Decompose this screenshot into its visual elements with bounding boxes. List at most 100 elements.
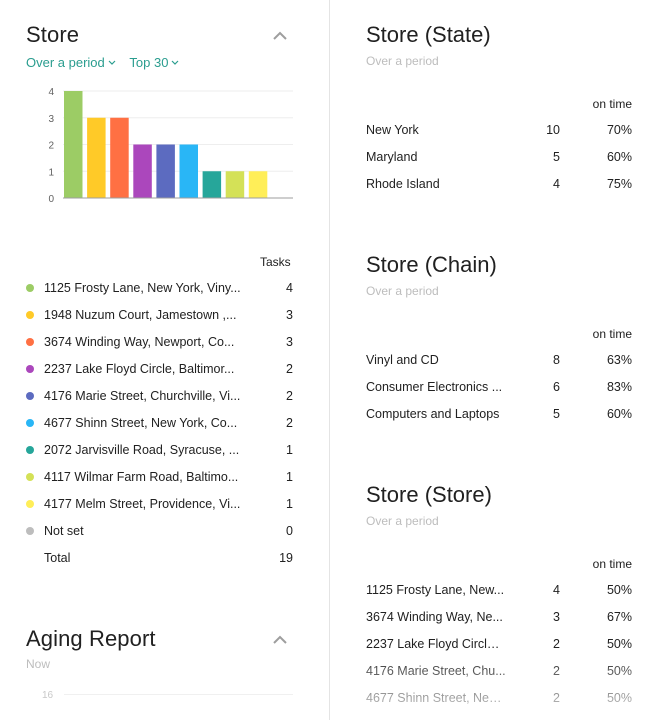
legend-dot [26, 446, 34, 454]
store-state-ontime-header: on time [592, 97, 632, 111]
aging-axis-tick: 16 [42, 690, 54, 701]
row-ontime-percent: 83% [606, 380, 632, 394]
chart-bar[interactable] [64, 91, 83, 198]
top-filter-label: Top 30 [129, 55, 169, 70]
chart-bar[interactable] [156, 144, 175, 199]
table-row[interactable]: Computers and Laptops 5 60% [366, 403, 632, 430]
legend-item[interactable]: Not set 0 [26, 520, 296, 547]
legend-dot [26, 311, 34, 319]
legend-item[interactable]: 1948 Nuzum Court, Jamestown ,... 3 [26, 304, 296, 331]
row-ontime-percent: 50% [606, 691, 632, 705]
row-count: 10 [546, 123, 560, 137]
legend-value: 1 [286, 470, 293, 484]
legend-value: 2 [286, 416, 293, 430]
row-count: 4 [553, 583, 560, 597]
row-name: 3674 Winding Way, Ne... [366, 610, 503, 624]
row-ontime-percent: 50% [606, 664, 632, 678]
legend-dot [26, 284, 34, 292]
legend-label: 2072 Jarvisville Road, Syracuse, ... [44, 443, 240, 457]
legend-item[interactable]: 4176 Marie Street, Churchville, Vi... 2 [26, 385, 296, 412]
legend-value: 4 [286, 281, 293, 295]
legend-dot [26, 527, 34, 535]
table-row[interactable]: Rhode Island 4 75% [366, 173, 632, 200]
y-tick-label: 1 [48, 167, 54, 178]
legend-item[interactable]: 4677 Shinn Street, New York, Co... 2 [26, 412, 296, 439]
chevron-down-icon [108, 53, 116, 68]
row-name: 4677 Shinn Street, New... [366, 691, 506, 705]
table-row[interactable]: Maryland 5 60% [366, 146, 632, 173]
legend-item[interactable]: 2237 Lake Floyd Circle, Baltimor... 2 [26, 358, 296, 385]
legend-item[interactable]: 4117 Wilmar Farm Road, Baltimo... 1 [26, 466, 296, 493]
legend-dot [26, 473, 34, 481]
aging-collapse-button[interactable] [271, 634, 289, 648]
left-column: Store Over a period Top 30 0 1 2 3 4 Tasks 1… [26, 22, 296, 701]
legend-total-row: Total 19 [26, 547, 296, 574]
table-row[interactable]: 4677 Shinn Street, New... 2 50% [366, 687, 632, 714]
row-count: 2 [553, 637, 560, 651]
store-filters: Over a period Top 30 [26, 53, 189, 70]
store-store-table: 1125 Frosty Lane, New... 4 50% 3674 Winding… [366, 579, 632, 714]
legend-label: 4677 Shinn Street, New York, Co... [44, 416, 238, 430]
row-name: Consumer Electronics ... [366, 380, 503, 394]
legend-label: 2237 Lake Floyd Circle, Baltimor... [44, 362, 235, 376]
chevron-up-icon [273, 31, 287, 40]
legend-item[interactable]: 1125 Frosty Lane, New York, Viny... 4 [26, 277, 296, 304]
legend-label: 1125 Frosty Lane, New York, Viny... [44, 281, 241, 295]
row-count: 6 [553, 380, 560, 394]
row-name: 1125 Frosty Lane, New... [366, 583, 505, 597]
legend-label: 4117 Wilmar Farm Road, Baltimo... [44, 470, 239, 484]
table-row[interactable]: Consumer Electronics ... 6 83% [366, 376, 632, 403]
total-label: Total [44, 551, 71, 565]
row-count: 5 [553, 407, 560, 421]
y-tick-label: 2 [48, 141, 54, 152]
row-count: 2 [553, 691, 560, 705]
store-state-subtitle: Over a period [366, 54, 439, 68]
legend-label: 3674 Winding Way, Newport, Co... [44, 335, 235, 349]
chart-bar[interactable] [133, 144, 152, 199]
table-row[interactable]: 3674 Winding Way, Ne... 3 67% [366, 606, 632, 633]
legend-value: 2 [286, 389, 293, 403]
period-filter[interactable]: Over a period [26, 53, 116, 70]
row-ontime-percent: 50% [606, 637, 632, 651]
chart-bar[interactable] [202, 171, 222, 198]
legend-value: 2 [286, 362, 293, 376]
store-state-title: Store (State) [366, 22, 491, 47]
store-chain-table: Vinyl and CD 8 63% Consumer Electronics ...… [366, 349, 632, 430]
table-row[interactable]: 4176 Marie Street, Chu... 2 50% [366, 660, 632, 687]
store-chain-subtitle: Over a period [366, 284, 439, 298]
chevron-up-icon [273, 635, 287, 644]
chart-bar[interactable] [248, 171, 268, 198]
column-divider [329, 0, 330, 720]
chart-bar[interactable] [179, 144, 199, 199]
chart-bar[interactable] [110, 117, 129, 198]
row-count: 5 [553, 150, 560, 164]
top-filter[interactable]: Top 30 [129, 53, 179, 70]
row-ontime-percent: 67% [606, 610, 632, 624]
store-chain-ontime-header: on time [592, 327, 632, 341]
legend-item[interactable]: 2072 Jarvisville Road, Syracuse, ... 1 [26, 439, 296, 466]
chart-bar[interactable] [87, 117, 106, 198]
y-tick-label: 3 [48, 114, 54, 125]
legend-label: 4177 Melm Street, Providence, Vi... [44, 497, 241, 511]
row-name: 4176 Marie Street, Chu... [366, 664, 506, 678]
row-ontime-percent: 70% [606, 123, 632, 137]
legend-value: 3 [286, 308, 293, 322]
legend-value: 3 [286, 335, 293, 349]
table-row[interactable]: 2237 Lake Floyd Circle,... 2 50% [366, 633, 632, 660]
legend-item[interactable]: 3674 Winding Way, Newport, Co... 3 [26, 331, 296, 358]
row-name: New York [366, 123, 419, 137]
row-name: Vinyl and CD [366, 353, 439, 367]
legend-dot [26, 419, 34, 427]
table-row[interactable]: Vinyl and CD 8 63% [366, 349, 632, 376]
chart-bar[interactable] [225, 171, 245, 198]
aging-report-title: Aging Report [26, 626, 156, 651]
store-collapse-button[interactable] [271, 30, 289, 44]
legend-label: Not set [44, 524, 84, 538]
table-row[interactable]: 1125 Frosty Lane, New... 4 50% [366, 579, 632, 606]
table-row[interactable]: New York 10 70% [366, 119, 632, 146]
row-ontime-percent: 63% [606, 353, 632, 367]
row-name: Rhode Island [366, 177, 440, 191]
store-bar-chart: 0 1 2 3 4 [48, 87, 293, 205]
legend-label: 1948 Nuzum Court, Jamestown ,... [44, 308, 237, 322]
legend-item[interactable]: 4177 Melm Street, Providence, Vi... 1 [26, 493, 296, 520]
